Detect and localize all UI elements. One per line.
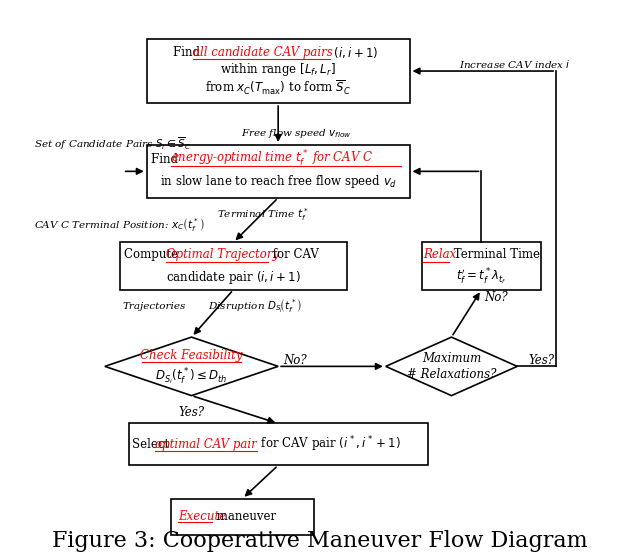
Text: maneuver: maneuver xyxy=(213,510,276,523)
FancyBboxPatch shape xyxy=(120,242,347,290)
Text: Find: Find xyxy=(173,46,204,59)
Text: Figure 3: Cooperative Maneuver Flow Diagram: Figure 3: Cooperative Maneuver Flow Diag… xyxy=(52,530,588,552)
Text: Disruption $D_{S_i}\!\left(t_f^*\right)$: Disruption $D_{S_i}\!\left(t_f^*\right)$ xyxy=(207,298,301,315)
Text: Terminal Time: Terminal Time xyxy=(450,249,540,262)
Text: for CAV: for CAV xyxy=(269,249,319,262)
Text: # Relaxations?: # Relaxations? xyxy=(407,368,496,381)
FancyBboxPatch shape xyxy=(422,242,541,290)
Text: within range $[L_f, L_r]$: within range $[L_f, L_r]$ xyxy=(220,61,336,78)
Text: Free flow speed $v_{flow}$: Free flow speed $v_{flow}$ xyxy=(241,127,352,140)
Text: Execute: Execute xyxy=(179,510,227,523)
Text: Trajectories: Trajectories xyxy=(123,302,186,311)
Text: in slow lane to reach free flow speed $v_d$: in slow lane to reach free flow speed $v… xyxy=(159,173,397,190)
Text: candidate pair $(i, i+1)$: candidate pair $(i, i+1)$ xyxy=(166,269,301,286)
Text: Yes?: Yes? xyxy=(528,354,554,367)
Text: energy-optimal time $t_f^*$ for CAV C: energy-optimal time $t_f^*$ for CAV C xyxy=(171,149,373,169)
Text: for CAV pair $(i^*, i^*+1)$: for CAV pair $(i^*, i^*+1)$ xyxy=(257,435,401,454)
FancyBboxPatch shape xyxy=(147,145,410,198)
Text: Optimal Trajectory: Optimal Trajectory xyxy=(166,249,280,262)
Text: Yes?: Yes? xyxy=(179,405,205,418)
Text: Check Feasibility: Check Feasibility xyxy=(140,349,243,362)
Polygon shape xyxy=(105,337,278,395)
Text: CAV C Terminal Position: $x_C\left(t_f^*\right)$: CAV C Terminal Position: $x_C\left(t_f^*… xyxy=(35,216,205,233)
FancyBboxPatch shape xyxy=(147,39,410,103)
Text: Increase CAV index $i$: Increase CAV index $i$ xyxy=(460,58,571,71)
Text: all candidate CAV pairs: all candidate CAV pairs xyxy=(193,46,332,59)
Text: from $x_C(T_{\mathrm{max}})$ to form $\overline{S}_C$: from $x_C(T_{\mathrm{max}})$ to form $\o… xyxy=(205,79,351,97)
Text: Terminal Time $t_f^*$: Terminal Time $t_f^*$ xyxy=(217,206,309,223)
Text: Maximum: Maximum xyxy=(422,352,481,365)
Text: No?: No? xyxy=(283,354,307,367)
Text: Compute: Compute xyxy=(124,249,182,262)
Text: $(i, i+1)$: $(i, i+1)$ xyxy=(330,45,378,60)
Text: Set of Candidate Pairs $S_i \in \overline{S}_C$: Set of Candidate Pairs $S_i \in \overlin… xyxy=(35,135,191,152)
FancyBboxPatch shape xyxy=(129,423,428,465)
FancyBboxPatch shape xyxy=(171,499,314,535)
Text: $D_{S_i}(t_f^*) \leq D_{th}$: $D_{S_i}(t_f^*) \leq D_{th}$ xyxy=(156,366,228,386)
Text: Select: Select xyxy=(132,438,173,451)
Text: $t_f' = t_f^* \lambda_{t_f}$: $t_f' = t_f^* \lambda_{t_f}$ xyxy=(456,267,507,287)
Text: optimal CAV pair: optimal CAV pair xyxy=(155,438,257,451)
Text: Find: Find xyxy=(151,152,182,166)
Polygon shape xyxy=(386,337,517,395)
Text: No?: No? xyxy=(484,291,508,304)
Text: Relax: Relax xyxy=(423,249,456,262)
